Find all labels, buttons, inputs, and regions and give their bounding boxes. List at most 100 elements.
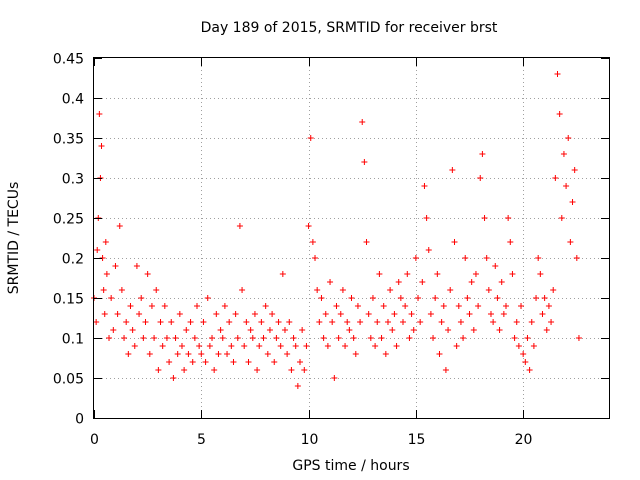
data-point [314,287,321,293]
data-point [479,151,486,157]
data-point [545,303,552,309]
data-point [408,311,415,317]
data-point [389,327,396,333]
data-point [518,303,525,309]
data-point [217,327,224,333]
data-point [262,303,269,309]
data-point [191,335,198,341]
data-point [176,311,183,317]
data-point [189,359,196,365]
data-point [483,255,490,261]
data-point [151,335,158,341]
data-point [236,223,243,229]
y-tick-label: 0.2 [62,252,84,268]
data-point [142,319,149,325]
data-point [354,303,361,309]
data-point [299,327,306,333]
data-point [367,335,374,341]
data-point [395,279,402,285]
data-point [393,343,400,349]
x-tick-label: 0 [90,432,99,448]
data-point [384,319,391,325]
data-point [194,303,200,309]
data-point [346,327,353,333]
data-point [466,311,473,317]
data-point [472,271,479,277]
data-point [309,239,316,245]
data-point [400,319,406,325]
data-point [125,351,132,357]
plot-frame [93,57,610,419]
data-point [498,279,505,285]
data-point [322,311,329,317]
data-point [239,287,246,293]
data-point [382,351,389,357]
data-point [573,255,580,261]
data-point [170,375,177,381]
data-point [421,183,428,189]
data-point [333,303,340,309]
data-point [254,367,261,373]
data-point [316,319,323,325]
data-point [196,343,203,349]
data-point [94,247,101,253]
data-point [423,215,430,221]
data-point [200,319,207,325]
data-point [121,335,128,341]
data-point [492,263,499,269]
y-tick-label: 0.1 [62,332,84,348]
data-point [219,335,226,341]
data-point [185,351,192,357]
data-point [511,335,518,341]
data-point [247,327,254,333]
data-point [301,367,308,373]
data-point [305,223,312,229]
data-point [153,287,160,293]
data-point [522,359,529,365]
data-point [297,359,303,365]
data-point [100,287,107,293]
data-point [374,319,381,325]
data-point [211,367,218,373]
data-point [575,335,582,341]
data-point [294,383,301,389]
data-point [530,343,537,349]
data-point [116,223,123,229]
data-point [490,319,497,325]
data-point [434,271,441,277]
data-point [447,287,454,293]
data-point [168,319,175,325]
data-point [140,335,147,341]
data-point [159,343,166,349]
data-point [442,367,449,373]
y-tick-label: 0.4 [62,92,84,108]
data-point [451,239,458,245]
data-point [475,303,482,309]
data-point [329,319,336,325]
data-point [230,359,237,365]
data-point [481,215,488,221]
data-point [249,335,256,341]
y-tick-label: 0 [75,412,84,428]
data-point [350,335,357,341]
data-point [380,303,387,309]
data-point [108,295,115,301]
data-point [378,335,385,341]
data-point [335,335,342,341]
data-point [123,319,130,325]
data-point [571,167,578,173]
data-point [524,335,531,341]
data-point [357,319,364,325]
data-point [264,351,271,357]
data-point [281,327,288,333]
data-point [363,239,370,245]
data-point [106,335,113,341]
data-point [277,343,284,349]
data-point [114,311,121,317]
data-point [206,343,213,349]
data-point [485,287,492,293]
data-point [494,295,501,301]
y-tick-label: 0.15 [53,292,84,308]
axis-ticks [94,58,609,419]
data-point [324,343,331,349]
